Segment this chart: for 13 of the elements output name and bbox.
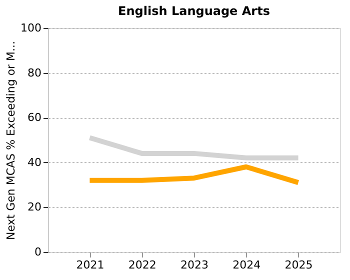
- x-tick-label: 2024: [232, 258, 261, 272]
- y-tick-label: 100: [20, 22, 42, 34]
- y-tick-label: 60: [28, 111, 42, 124]
- x-tick-label: 2025: [284, 258, 313, 272]
- x-tick-label: 2021: [76, 258, 104, 272]
- y-tick-label: 20: [28, 200, 42, 214]
- y-tick-label: 40: [28, 156, 42, 169]
- chart-title: English Language Arts: [118, 4, 270, 18]
- y-tick-label: 0: [34, 246, 42, 258]
- x-tick-label: 2023: [180, 258, 208, 272]
- y-axis-title: Next Gen MCAS % Exceeding or M...: [4, 40, 18, 240]
- y-tick-label: 80: [28, 66, 42, 80]
- x-tick-label: 2022: [128, 258, 156, 272]
